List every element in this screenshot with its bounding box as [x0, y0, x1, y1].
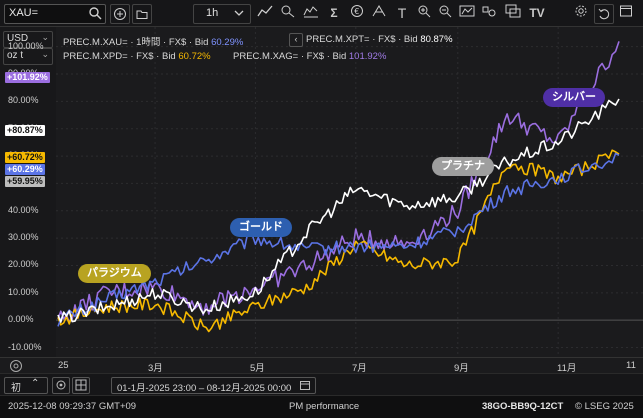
interval-label: 1h: [206, 7, 219, 19]
copyright: © LSEG 2025: [575, 401, 634, 412]
table-view-button[interactable]: [72, 377, 90, 394]
legend-xpt-value: 80.87%: [420, 34, 453, 45]
series-line-PREC.M.XPT=: [57, 98, 620, 323]
legend-xpd[interactable]: PREC.M.XPD= · FX$ · Bid 60.72%: [63, 51, 211, 62]
currency-icon[interactable]: €: [348, 4, 366, 22]
overlay-icon[interactable]: [504, 4, 522, 22]
unit-select[interactable]: oz t ⌄: [3, 48, 53, 65]
x-tick: 5月: [250, 363, 265, 374]
gold-callout: ゴールド: [230, 218, 292, 237]
y-tick: -10.00%: [8, 341, 42, 352]
last-value-tag: +59.95%: [5, 176, 45, 187]
range-controls: 初 ⌃ 01-1月-2025 23:00 – 08-12月-2025 00:00: [0, 373, 643, 396]
x-tick: 11: [626, 360, 636, 371]
y-tick: 10.00%: [8, 286, 39, 297]
shapes-icon[interactable]: [480, 4, 498, 22]
y-tick: 100.00%: [8, 40, 44, 51]
currency-label: USD: [7, 33, 29, 44]
x-tick: 25: [58, 360, 69, 371]
svg-text:€: €: [354, 7, 359, 16]
logo-icon[interactable]: TV: [529, 6, 545, 20]
legend-xag-ric: PREC.M.XAG=: [233, 51, 299, 62]
last-value-tag: +60.29%: [5, 164, 45, 175]
currency-select[interactable]: USD ⌄: [3, 31, 53, 48]
scale-icon[interactable]: [370, 4, 388, 22]
date-range-label: 01-1月-2025 23:00 – 08-12月-2025 00:00: [117, 383, 292, 394]
timeframe-label: 初: [11, 383, 21, 394]
silver-callout: シルバー: [543, 88, 605, 107]
palladium-callout: パラジウム: [78, 264, 151, 283]
zoom-in-icon[interactable]: [415, 4, 433, 22]
legend-xpt[interactable]: PREC.M.XPT= · FX$ · Bid 80.87%: [306, 34, 453, 45]
search-input[interactable]: XAU=: [4, 4, 106, 24]
unit-label: oz t: [7, 50, 24, 61]
window-icon[interactable]: [617, 4, 635, 22]
x-tick: 9月: [454, 363, 469, 374]
legend-xag[interactable]: PREC.M.XAG= · FX$ · Bid 101.92%: [233, 51, 386, 62]
series-line-PREC.M.XAG=: [57, 41, 620, 324]
y-tick: 0.00%: [8, 314, 34, 325]
date-range-picker[interactable]: 01-1月-2025 23:00 – 08-12月-2025 00:00: [111, 377, 316, 394]
hotspot-icon[interactable]: [279, 4, 297, 22]
series-line-PREC.M.XPD=: [57, 149, 620, 333]
x-tick: 7月: [352, 363, 367, 374]
timeframe-button[interactable]: 初 ⌃: [4, 377, 48, 394]
chart-code: 38GO-BB9Q-12CT: [482, 401, 564, 412]
x-tick: 11月: [557, 363, 577, 374]
add-icon[interactable]: [110, 4, 130, 24]
legend-collapse-button[interactable]: ‹: [289, 33, 303, 47]
folder-icon[interactable]: [132, 4, 152, 24]
undo-icon[interactable]: [594, 4, 614, 24]
search-value[interactable]: XAU=: [9, 7, 39, 19]
legend-xau-value: 60.29%: [211, 37, 244, 48]
last-value-tag: +101.92%: [5, 72, 50, 83]
legend-xau[interactable]: PREC.M.XAU= · 1時間 · FX$ · Bid 60.29%: [63, 34, 243, 48]
axis-settings-icon[interactable]: [9, 359, 23, 373]
performance-chart[interactable]: [56, 27, 643, 357]
x-tick: 3月: [148, 363, 163, 374]
last-value-tag: +80.87%: [5, 125, 45, 136]
series-line-PREC.M.XAU=: [57, 152, 620, 327]
legend-xag-meta: · FX$ · Bid: [300, 51, 347, 62]
sigma-icon[interactable]: Σ: [330, 6, 338, 20]
last-value-tag: +60.72%: [5, 152, 45, 163]
chevron-down-icon: ⌄: [41, 32, 49, 42]
legend-xpt-ric: PREC.M.XPT=: [306, 34, 370, 45]
indicator-icon[interactable]: [458, 4, 476, 22]
x-axis: [0, 357, 643, 374]
chart-style-icon[interactable]: [302, 4, 320, 22]
calendar-icon: [299, 379, 311, 394]
legend-xau-ric: PREC.M.XAU=: [63, 37, 128, 48]
chevron-down-icon: [234, 8, 244, 21]
y-tick: 40.00%: [8, 204, 39, 215]
chart-title: PM performance: [289, 401, 360, 412]
platinum-callout: プラチナ: [432, 157, 494, 176]
toolbar: XAU= 1h Σ € T TV: [0, 0, 643, 27]
y-tick: 30.00%: [8, 232, 39, 243]
reset-button[interactable]: [52, 377, 70, 394]
legend-xpd-ric: PREC.M.XPD=: [63, 51, 128, 62]
search-icon[interactable]: [88, 6, 102, 20]
legend-xpd-value: 60.72%: [178, 51, 211, 62]
timestamp: 2025-12-08 09:29:37 GMT+09: [8, 401, 137, 412]
chevron-up-icon: ⌃: [31, 378, 40, 389]
legend-xau-meta: · 1時間 · FX$ · Bid: [130, 37, 209, 48]
settings-icon[interactable]: [572, 4, 590, 22]
y-tick: 20.00%: [8, 259, 39, 270]
legend-xpd-meta: · FX$ · Bid: [130, 51, 176, 62]
line-chart-icon[interactable]: [256, 4, 274, 22]
zoom-out-icon[interactable]: [436, 4, 454, 22]
text-icon[interactable]: T: [397, 5, 407, 21]
legend-xpt-meta: · FX$ · Bid: [372, 34, 418, 45]
legend-xag-value: 101.92%: [348, 51, 387, 62]
status-bar: 2025-12-08 09:29:37 GMT+09 PM performanc…: [0, 395, 643, 418]
y-tick: 80.00%: [8, 95, 39, 106]
chevron-down-icon: ⌄: [41, 49, 49, 59]
interval-select[interactable]: 1h: [193, 4, 251, 24]
